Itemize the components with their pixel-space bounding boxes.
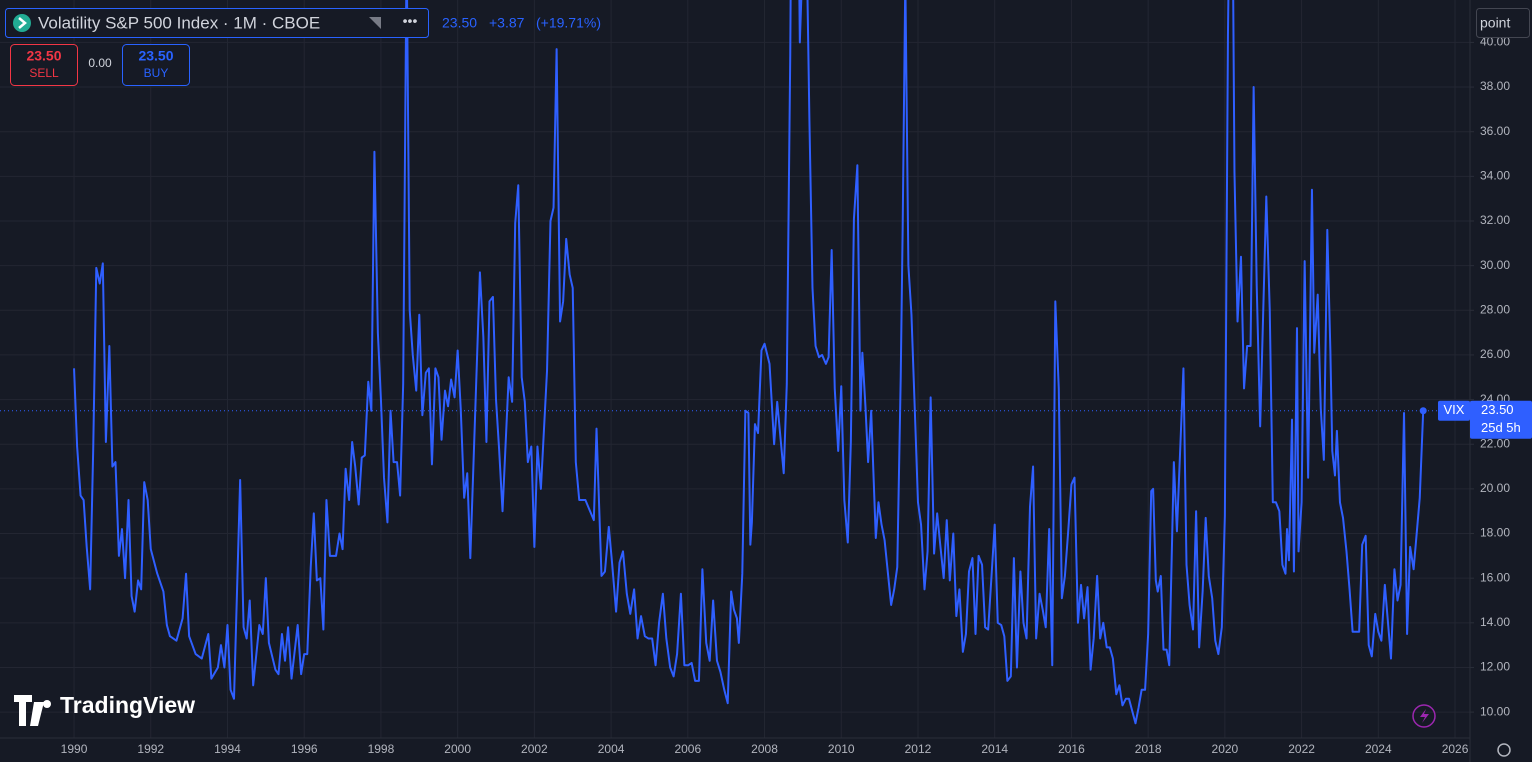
x-tick-label: 2006 [674,742,701,756]
y-tick-label: 12.00 [1480,660,1510,674]
lightning-icon [1420,709,1429,723]
axes: 10.0012.0014.0016.0018.0020.0022.0024.00… [61,35,1532,756]
x-tick-label: 2018 [1135,742,1162,756]
y-tick-label: 36.00 [1480,124,1510,138]
branding: TradingView [60,692,195,718]
sell-button[interactable] [10,44,78,86]
x-tick-label: 2014 [981,742,1008,756]
x-tick-label: 1996 [291,742,318,756]
logo: TradingView [14,692,195,726]
x-tick-label: 2024 [1365,742,1392,756]
flag-icon[interactable] [369,17,381,29]
plot-area [0,0,1470,725]
x-tick-label: 2000 [444,742,471,756]
market-icon-arrow [18,17,27,29]
header-change: +3.87 [489,15,525,31]
x-tick-label: 2008 [751,742,778,756]
x-tick-label: 1992 [137,742,164,756]
header-change-pct: (+19.71%) [536,15,601,31]
y-tick-label: 34.00 [1480,169,1510,183]
y-tick-label: 18.00 [1480,526,1510,540]
y-tick-label: 38.00 [1480,79,1510,93]
header-price: 23.50 [442,15,477,31]
x-tick-label: 1990 [61,742,88,756]
series-name-tag [1438,400,1470,421]
x-tick-label: 2002 [521,742,548,756]
x-tick-label: 2020 [1212,742,1239,756]
buy-button[interactable] [122,44,190,86]
logo-mark [14,695,44,726]
series-name: VIX [1444,402,1465,417]
price-tag-value: 23.50 [1481,402,1514,417]
x-tick-label: 2026 [1442,742,1469,756]
lightning-button[interactable] [1412,704,1436,728]
symbol-title: Volatility S&P 500 Index · 1M · CBOE [38,13,320,32]
y-tick-label: 32.00 [1480,213,1510,227]
symbol-box[interactable] [5,8,429,38]
x-tick-label: 2016 [1058,742,1085,756]
y-tick-label: 26.00 [1480,347,1510,361]
scale-mode: point [1480,15,1510,31]
buy-label: BUY [144,66,169,80]
price-line [73,0,1425,725]
last-price-dot [1419,407,1427,415]
y-tick-label: 16.00 [1480,570,1510,584]
x-tick-label: 2012 [905,742,932,756]
y-tick-label: 22.00 [1480,436,1510,450]
logo-dot [43,700,51,708]
y-tick-label: 20.00 [1480,481,1510,495]
price-tag [1470,400,1532,439]
x-tick-label: 2022 [1288,742,1315,756]
settings-icon[interactable] [1497,743,1511,757]
y-tick-label: 30.00 [1480,258,1510,272]
y-tick-label: 40.00 [1480,35,1510,49]
price-tag-countdown: 25d 5h [1481,420,1521,435]
y-tick-label: 14.00 [1480,615,1510,629]
spread: 0.00 [88,56,112,70]
x-tick-label: 2010 [828,742,855,756]
sell-price: 23.50 [26,48,61,64]
x-tick-label: 1994 [214,742,241,756]
x-tick-label: 1998 [368,742,395,756]
y-tick-label: 10.00 [1480,704,1510,718]
more-icon[interactable]: ••• [403,13,418,29]
y-tick-label: 28.00 [1480,302,1510,316]
sell-label: SELL [29,66,59,80]
market-icon [13,14,31,32]
buy-price: 23.50 [138,48,173,64]
x-tick-label: 2004 [598,742,625,756]
scale-mode-box[interactable] [1476,8,1530,38]
